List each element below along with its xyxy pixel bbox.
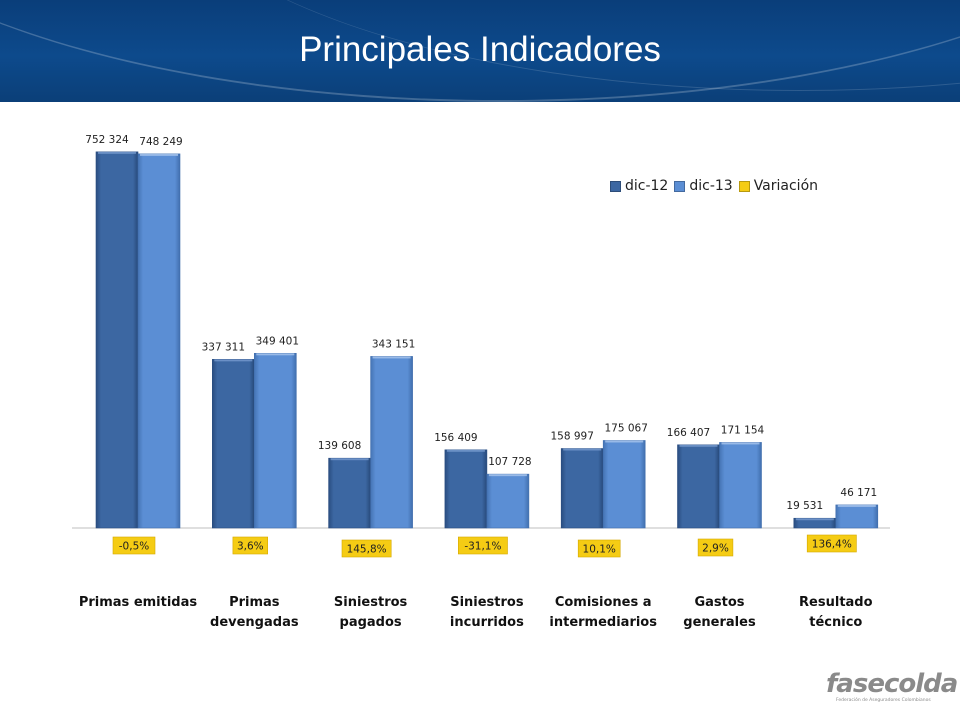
fasecolda-logo: fasecolda Federación de Aseguradores Col… xyxy=(826,669,958,710)
variacion-box xyxy=(457,536,508,555)
bar-dic12 xyxy=(560,448,604,529)
data-label-dic12: 166 407 xyxy=(667,427,710,439)
bar-dic13 xyxy=(254,352,297,529)
bar-dic13-highlight xyxy=(488,474,527,477)
legend-item-dic13: dic-13 xyxy=(674,178,733,194)
data-label-dic12: 752 324 xyxy=(85,134,129,146)
data-label-dic12: 156 409 xyxy=(434,432,477,444)
header-banner: Principales Indicadores xyxy=(0,0,960,102)
variacion-box xyxy=(577,539,621,558)
bar-dic13-highlight xyxy=(140,153,178,156)
legend-label-dic13: dic-13 xyxy=(689,178,733,194)
bar-dic13 xyxy=(486,473,530,529)
variacion-label: 3,6% xyxy=(237,541,264,553)
bar-dic13-highlight xyxy=(256,353,295,356)
bar-dic13 xyxy=(602,440,646,529)
legend-label-variacion: Variación xyxy=(753,178,819,194)
legend-item-variacion: Variación xyxy=(738,178,819,194)
category-label: devengadas xyxy=(210,615,299,630)
variacion-box xyxy=(697,538,734,557)
data-label-dic13: 748 249 xyxy=(139,136,182,148)
bar-dic12 xyxy=(212,359,255,529)
logo-wordmark: fasecolda xyxy=(826,669,958,699)
bar-dic12 xyxy=(677,444,720,529)
variacion-box xyxy=(112,536,156,555)
bar-dic13 xyxy=(370,356,413,529)
category-label: Siniestros xyxy=(334,595,408,610)
category-label: Comisiones a xyxy=(555,595,652,610)
category-label: generales xyxy=(683,615,756,630)
legend-swatch-variacion xyxy=(738,180,750,192)
bar-dic13-highlight xyxy=(837,504,876,507)
header-decoration-arc xyxy=(0,0,960,102)
variacion-label: -31,1% xyxy=(464,541,501,553)
data-label-dic13: 175 067 xyxy=(604,422,647,434)
bar-dic13 xyxy=(719,442,762,529)
category-label: técnico xyxy=(809,615,862,630)
data-label-dic13: 46 171 xyxy=(840,487,877,499)
variacion-label: 145,8% xyxy=(347,544,387,556)
category-label: pagados xyxy=(340,615,402,630)
bar-dic12 xyxy=(328,457,371,529)
bar-dic13 xyxy=(137,153,181,529)
variacion-label: 136,4% xyxy=(812,539,852,551)
variacion-box xyxy=(341,539,392,558)
category-label: Primas emitidas xyxy=(79,595,198,610)
bar-dic12-highlight xyxy=(563,448,602,451)
data-label-dic12: 158 997 xyxy=(550,431,593,443)
bar-dic12 xyxy=(444,449,488,529)
variacion-label: 2,9% xyxy=(702,543,729,555)
data-label-dic12: 19 531 xyxy=(786,500,823,512)
variacion-label: 10,1% xyxy=(583,544,616,556)
data-label-dic13: 171 154 xyxy=(721,424,765,436)
bar-dic13 xyxy=(835,504,879,529)
chart-legend: dic-12 dic-13 Variación xyxy=(610,178,824,194)
bar-dic12-highlight xyxy=(214,359,253,362)
variacion-label: -0,5% xyxy=(119,541,149,553)
variacion-box xyxy=(232,536,268,555)
variacion-box xyxy=(806,534,857,553)
bar-dic12-highlight xyxy=(446,449,485,452)
category-label: Siniestros xyxy=(450,595,524,610)
bar-dic13-highlight xyxy=(372,356,411,359)
legend-item-dic12: dic-12 xyxy=(610,178,668,194)
category-label: incurridos xyxy=(450,615,524,630)
legend-swatch-dic13 xyxy=(674,180,686,192)
data-label-dic12: 337 311 xyxy=(202,341,245,353)
category-label: intermediarios xyxy=(549,615,657,630)
category-label: Gastos xyxy=(694,595,744,610)
bar-dic13-highlight xyxy=(721,442,760,445)
legend-label-dic12: dic-12 xyxy=(625,178,669,194)
data-label-dic12: 139 608 xyxy=(318,440,361,452)
data-label-dic13: 343 151 xyxy=(372,338,415,350)
bar-dic13-highlight xyxy=(605,440,644,443)
data-label-dic13: 107 728 xyxy=(488,456,531,468)
page-title: Principales Indicadores xyxy=(299,30,661,69)
bar-dic12-highlight xyxy=(330,458,369,461)
legend-swatch-dic12 xyxy=(610,180,621,192)
bar-dic12-highlight xyxy=(679,444,718,447)
bar-dic12 xyxy=(95,151,139,529)
bar-dic12-highlight xyxy=(795,518,834,521)
category-label: Primas xyxy=(229,595,280,610)
category-label: Resultado xyxy=(799,595,873,610)
bar-dic12-highlight xyxy=(98,151,136,154)
logo-tagline: Federación de Aseguradores Colombianos xyxy=(836,698,931,703)
data-label-dic13: 349 401 xyxy=(256,335,299,347)
